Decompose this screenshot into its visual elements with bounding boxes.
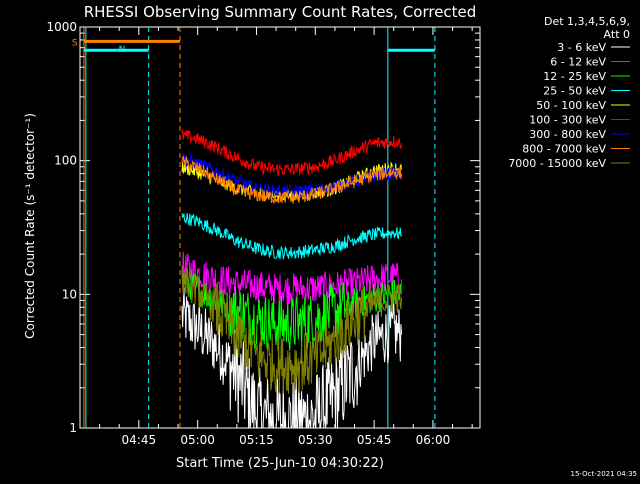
legend-entry: 800 - 7000 keV	[522, 143, 606, 156]
state-annotation: S	[72, 38, 78, 48]
legend-header: Det 1,3,4,5,6,9,	[544, 15, 630, 28]
y-tick-label: 100	[54, 154, 77, 168]
y-tick-label: 10	[62, 287, 77, 301]
plot-frame	[79, 26, 481, 429]
x-axis-label: Start Time (25-Jun-10 04:30:22)	[176, 456, 384, 471]
legend-entry: 7000 - 15000 keV	[508, 157, 606, 170]
series-line	[181, 265, 403, 394]
state-annotation: N	[119, 45, 126, 55]
legend-entry: 6 - 12 keV	[550, 56, 606, 69]
y-tick-label: 1000	[46, 20, 77, 34]
x-tick-label: 05:00	[180, 433, 215, 447]
legend-entry: 100 - 300 keV	[529, 114, 606, 127]
series-line	[181, 212, 403, 260]
series-line	[181, 129, 403, 177]
x-tick-label: 05:45	[357, 433, 392, 447]
legend-entry: 50 - 100 keV	[536, 99, 606, 112]
y-axis-label: Corrected Count Rate (s⁻¹ detector⁻¹)	[23, 113, 37, 339]
x-tick-label: 06:00	[416, 433, 451, 447]
x-tick-label: 05:15	[239, 433, 274, 447]
y-tick-label: 1	[69, 421, 77, 435]
x-tick-label: 04:45	[122, 433, 157, 447]
generated-timestamp: 15-Oct-2021 04:35	[571, 470, 637, 478]
chart-title: RHESSI Observing Summary Count Rates, Co…	[84, 3, 477, 21]
legend-header: Att 0	[604, 28, 630, 41]
legend-entry: 3 - 6 keV	[557, 41, 606, 54]
x-tick-label: 05:30	[298, 433, 333, 447]
legend-entry: 25 - 50 keV	[543, 85, 606, 98]
series-line	[181, 155, 403, 205]
legend-entry: 300 - 800 keV	[529, 128, 606, 141]
series-line	[181, 152, 403, 199]
series-line	[181, 287, 403, 429]
legend-entry: 12 - 25 keV	[543, 70, 606, 83]
